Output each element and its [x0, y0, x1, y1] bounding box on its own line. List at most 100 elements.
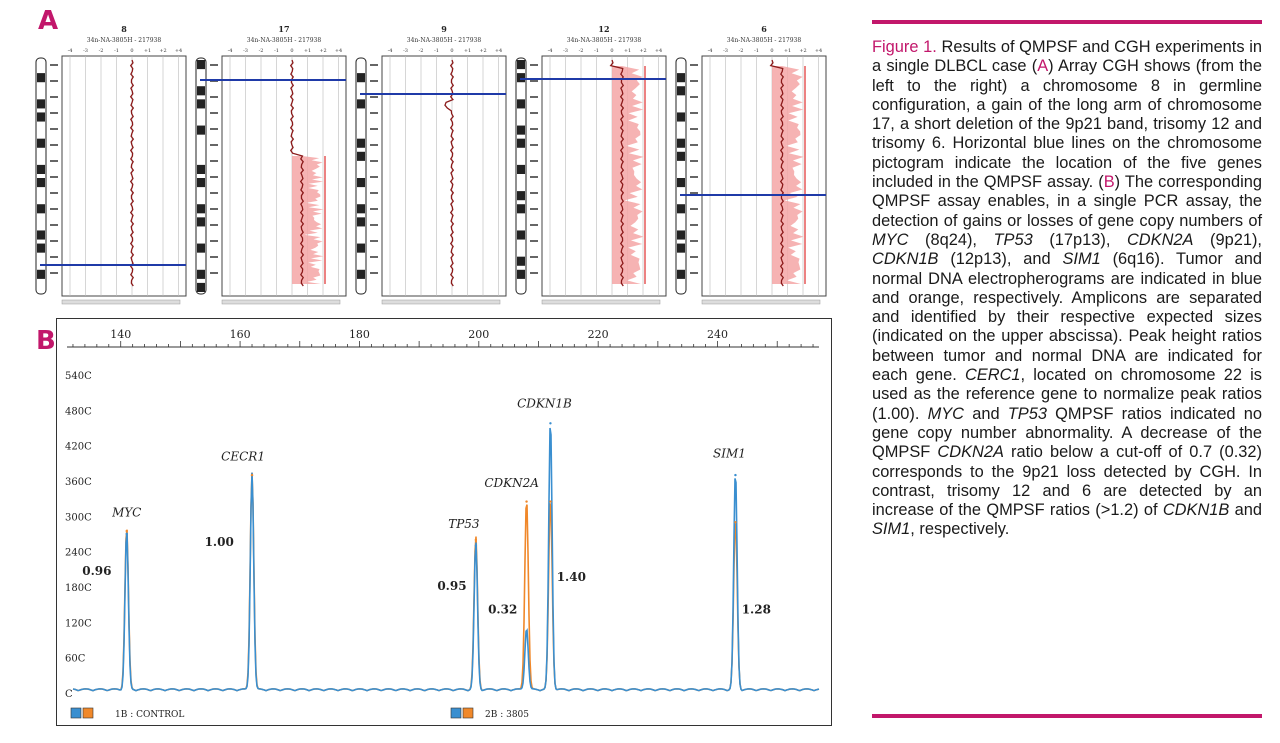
cgh-axis-tick: -4 [68, 48, 73, 54]
band-label-mark [530, 224, 538, 226]
cgh-axis-tick: +2 [799, 48, 806, 54]
cgh-scrollbar [381, 299, 501, 305]
ideogram-band [37, 99, 45, 109]
cgh-profile-line [769, 59, 785, 287]
ideogram-band [37, 269, 45, 279]
band-label-mark [210, 96, 218, 98]
legend-swatch-tumor [70, 707, 82, 719]
cgh-axis-tick: -2 [99, 48, 104, 54]
cgh-axis-tick: +1 [784, 48, 791, 54]
band-label-mark [370, 176, 378, 178]
cgh-axis-tick: +4 [815, 48, 822, 54]
cgh-axis-tick: +1 [624, 48, 631, 54]
band-label-mark [370, 128, 378, 130]
ideogram-band [357, 99, 365, 109]
band-label-mark [210, 64, 218, 66]
cgh-sample-id: 34n-NA-3805H - 217938 [87, 37, 162, 44]
peak-point-normal [549, 500, 552, 503]
band-label-mark [210, 112, 218, 114]
cgh-profile-line [289, 59, 305, 287]
cgh-scrollbar [701, 299, 821, 305]
cgh-axis-tick: +1 [144, 48, 151, 54]
cgh-axis-tick: -3 [243, 48, 248, 54]
ideogram-band [517, 256, 525, 266]
band-label-mark [50, 64, 58, 66]
ideogram-band [197, 243, 205, 253]
ideogram-band [677, 138, 685, 148]
cgh-chrom-17: -4 -3 -2 -1 0 +1 +2 +4 17 34n-NA-3805H - 217938 [195, 24, 347, 305]
band-label-mark [370, 64, 378, 66]
band-label-mark [530, 144, 538, 146]
band-label-mark [530, 128, 538, 130]
ideogram-8 [35, 57, 47, 295]
panel-ref-a: A [1037, 57, 1049, 76]
band-label-mark [530, 96, 538, 98]
ideogram-band [677, 151, 685, 161]
legend-swatch-normal [462, 707, 474, 719]
caption-top-rule [872, 20, 1262, 24]
ideogram-band [517, 125, 525, 135]
ideogram-band [517, 191, 525, 201]
band-label-mark [50, 224, 58, 226]
ratio-label: 1.28 [742, 603, 771, 617]
cgh-sample-id: 34n-NA-3805H - 217938 [727, 37, 802, 44]
ideogram-band [197, 164, 205, 174]
band-label-mark [50, 192, 58, 194]
ideogram-band [677, 243, 685, 253]
band-label-mark [530, 176, 538, 178]
ideogram-band [357, 73, 365, 83]
cgh-scrollbar [61, 299, 181, 305]
ratio-label: 0.95 [437, 579, 466, 593]
cgh-axis-tick: -4 [708, 48, 713, 54]
cgh-axis-tick: -4 [548, 48, 553, 54]
cgh-axis-tick: 0 [290, 48, 293, 54]
ideogram-band [37, 230, 45, 240]
band-label-mark [50, 256, 58, 258]
ideogram-band [37, 243, 45, 253]
band-label-mark [690, 96, 698, 98]
cgh-chrom-9: -4 -3 -2 -1 0 +1 +2 +4 9 34n-NA-3805H - 217938 [355, 24, 507, 305]
ideogram-band [517, 73, 525, 83]
tumor-dna-trace [72, 427, 820, 692]
electropherogram-chart: 140 160 180 200 220 240 540C 480C 420C 360C 300C 24… [65, 328, 820, 720]
y-tick-label: 60C [65, 654, 86, 665]
cgh-profile-line [444, 59, 455, 287]
cgh-axis-tick: +2 [479, 48, 486, 54]
figure-number: Figure 1. [872, 38, 937, 56]
band-label-mark [530, 80, 538, 82]
y-tick-label: 120C [65, 618, 92, 629]
x-tick-label: 180 [349, 328, 370, 341]
band-label-mark [370, 272, 378, 274]
band-label-mark [50, 240, 58, 242]
ideogram-band [357, 243, 365, 253]
peak-point-tumor [549, 422, 552, 425]
band-label-mark [690, 240, 698, 242]
band-label-mark [370, 192, 378, 194]
x-tick-label: 140 [110, 328, 131, 341]
ideogram-band [197, 217, 205, 227]
x-tick-label: 160 [230, 328, 251, 341]
cgh-axis-tick: +1 [464, 48, 471, 54]
cgh-axis-tick: -2 [259, 48, 264, 54]
cgh-axis-tick: +4 [335, 48, 342, 54]
cgh-axis-tick: 0 [770, 48, 773, 54]
band-label-mark [530, 64, 538, 66]
y-tick-label: 360C [65, 477, 92, 488]
ideogram-band [197, 86, 205, 96]
x-tick-label: 240 [707, 328, 728, 341]
peak-point-normal [125, 529, 128, 533]
peak-point-tumor [734, 473, 737, 477]
cgh-axis-tick: +2 [639, 48, 646, 54]
y-tick-label: 480C [65, 406, 92, 417]
cgh-axis-tick: -3 [563, 48, 568, 54]
y-tick-label: 300C [65, 512, 92, 523]
band-label-mark [530, 240, 538, 242]
ideogram-band [677, 112, 685, 122]
legend-swatch-normal [82, 707, 94, 719]
peak-point-tumor [474, 544, 478, 547]
band-label-mark [530, 112, 538, 114]
peak-point-normal [734, 521, 737, 524]
x-tick-label: 200 [468, 328, 489, 341]
legend-swatch-tumor [450, 707, 462, 719]
cgh-chrom-12: -4 -3 -2 -1 0 +1 +2 +4 12 34n-NA-3805H - 217938 [515, 24, 667, 305]
